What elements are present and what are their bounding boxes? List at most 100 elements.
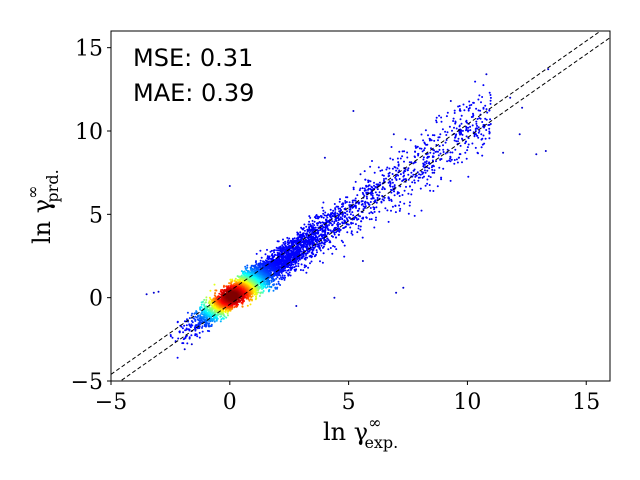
data-point bbox=[406, 156, 409, 159]
data-point bbox=[375, 206, 378, 209]
data-point bbox=[176, 356, 179, 359]
data-point bbox=[319, 221, 322, 224]
data-point bbox=[433, 149, 435, 152]
data-point bbox=[264, 253, 267, 256]
data-point bbox=[409, 201, 411, 204]
data-point bbox=[289, 274, 292, 277]
data-point bbox=[428, 139, 431, 142]
data-point bbox=[438, 145, 441, 148]
data-point bbox=[205, 321, 208, 324]
data-point bbox=[404, 138, 407, 141]
data-point bbox=[333, 233, 336, 236]
data-point bbox=[306, 230, 309, 233]
data-point bbox=[289, 269, 292, 271]
data-point bbox=[369, 165, 372, 168]
data-point bbox=[399, 157, 402, 160]
data-point bbox=[287, 274, 290, 277]
data-point bbox=[311, 249, 314, 252]
data-point bbox=[465, 157, 468, 160]
data-point bbox=[451, 129, 453, 132]
data-point bbox=[388, 180, 391, 183]
data-point bbox=[306, 249, 308, 252]
data-point bbox=[413, 181, 416, 184]
data-point bbox=[336, 223, 339, 226]
data-point bbox=[396, 173, 398, 176]
data-point bbox=[339, 198, 341, 201]
data-point bbox=[334, 236, 337, 239]
data-point bbox=[488, 131, 491, 134]
data-point bbox=[414, 150, 417, 153]
data-point bbox=[477, 126, 480, 129]
data-point bbox=[375, 216, 377, 219]
data-point bbox=[426, 155, 429, 158]
data-point bbox=[264, 285, 266, 288]
data-point bbox=[474, 130, 477, 132]
data-point bbox=[377, 194, 380, 197]
data-point bbox=[220, 315, 223, 318]
data-point bbox=[190, 343, 193, 346]
data-point bbox=[294, 241, 297, 244]
data-point bbox=[352, 214, 355, 217]
data-point bbox=[455, 133, 458, 136]
data-point bbox=[432, 152, 435, 155]
data-point bbox=[390, 189, 393, 192]
data-point bbox=[403, 178, 405, 181]
data-point bbox=[429, 176, 432, 179]
data-point bbox=[346, 213, 349, 216]
data-point bbox=[316, 241, 318, 244]
data-point bbox=[329, 247, 332, 249]
data-point bbox=[394, 176, 397, 179]
data-point bbox=[455, 140, 458, 143]
data-point bbox=[367, 184, 370, 187]
data-point bbox=[426, 169, 429, 172]
data-point bbox=[386, 166, 389, 169]
data-point bbox=[364, 178, 367, 181]
data-point bbox=[445, 115, 448, 118]
data-point bbox=[460, 131, 462, 133]
data-point bbox=[482, 84, 485, 87]
data-point bbox=[203, 298, 206, 301]
data-point bbox=[468, 100, 471, 103]
data-point bbox=[186, 342, 189, 345]
data-point bbox=[369, 192, 372, 195]
data-point bbox=[269, 250, 272, 253]
data-point bbox=[487, 124, 490, 126]
data-point bbox=[335, 248, 338, 251]
data-point bbox=[465, 119, 468, 122]
data-point bbox=[420, 147, 423, 150]
data-point bbox=[363, 194, 366, 197]
data-point bbox=[453, 112, 456, 114]
data-point bbox=[535, 153, 538, 156]
data-point bbox=[485, 108, 488, 111]
data-point bbox=[411, 181, 414, 184]
data-point bbox=[356, 194, 359, 197]
data-point bbox=[268, 285, 271, 288]
data-point bbox=[338, 200, 341, 203]
data-point bbox=[276, 249, 278, 252]
data-point bbox=[407, 167, 410, 170]
data-point bbox=[426, 182, 429, 185]
data-point bbox=[388, 171, 391, 174]
data-point bbox=[466, 146, 469, 149]
data-point bbox=[283, 274, 286, 277]
data-point bbox=[437, 139, 439, 142]
data-point bbox=[478, 130, 481, 132]
data-point bbox=[323, 156, 326, 159]
data-point bbox=[401, 180, 404, 182]
data-point bbox=[327, 248, 330, 251]
data-point bbox=[276, 240, 279, 243]
data-point bbox=[398, 204, 401, 207]
data-point bbox=[418, 173, 421, 176]
data-point bbox=[313, 220, 316, 223]
data-point bbox=[286, 243, 289, 246]
data-point bbox=[188, 323, 191, 326]
data-point bbox=[373, 181, 375, 184]
data-point bbox=[259, 259, 262, 262]
data-point bbox=[338, 230, 341, 233]
data-point bbox=[324, 211, 327, 214]
data-point bbox=[308, 220, 311, 223]
data-point bbox=[486, 111, 489, 114]
data-point bbox=[152, 291, 155, 294]
data-point bbox=[277, 280, 280, 283]
data-point bbox=[397, 161, 400, 164]
